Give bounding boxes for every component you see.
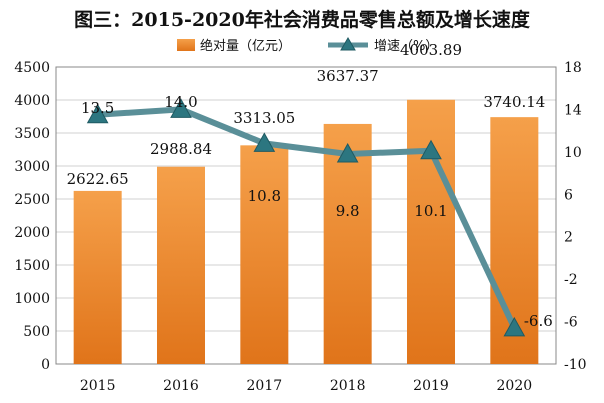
y-right-tick-label: -6 — [564, 315, 578, 331]
bar — [240, 145, 289, 364]
growth-marker — [253, 132, 276, 152]
growth-marker — [336, 142, 359, 163]
plot-area: 0 500 1000 1500 2000 2500 3000 3500 4000 4500 -10 -… — [14, 41, 586, 394]
legend: 绝对量（亿元） 增速（%） — [177, 37, 438, 54]
y-left-tick-label: 2500 — [14, 192, 50, 208]
bar-value-label: 2622.65 — [67, 170, 129, 188]
y-left-tick-label: 3500 — [14, 126, 50, 142]
bar — [323, 123, 372, 364]
growth-value-label: 9.8 — [336, 202, 360, 220]
y-left-tick-label: 500 — [23, 324, 50, 340]
bar — [407, 99, 455, 365]
legend-line-marker-icon — [340, 37, 356, 51]
bar — [157, 166, 205, 364]
bar — [73, 190, 122, 364]
growth-marker — [170, 98, 192, 118]
bar-value-label: 4003.89 — [400, 41, 462, 59]
y-left-tick-label: 0 — [41, 357, 50, 373]
x-tick-label: 2017 — [247, 378, 283, 394]
legend-bar-swatch — [177, 39, 195, 51]
growth-value-label: 10.1 — [414, 202, 447, 220]
plot-frame — [55, 66, 557, 365]
growth-line — [97, 106, 518, 330]
y-left-tick-label: 1000 — [14, 291, 50, 307]
bar-value-label: 3313.05 — [233, 109, 295, 127]
growth-marker — [503, 316, 526, 337]
y-right-tick-label: 2 — [564, 230, 573, 246]
y-right-tick-label: -2 — [564, 272, 578, 288]
x-tick-label: 2020 — [497, 378, 533, 394]
x-tick-label: 2019 — [413, 378, 449, 394]
x-tick-label: 2016 — [163, 378, 199, 394]
x-tick-label: 2015 — [80, 378, 116, 394]
y-left-tick-label: 2000 — [14, 225, 50, 241]
growth-value-label: 13.5 — [81, 99, 114, 117]
y-left-tick-label: 4000 — [14, 93, 50, 109]
growth-value-label: -6.6 — [524, 312, 553, 330]
x-tick-label: 2018 — [330, 378, 366, 394]
legend-line-label: 增速（%） — [374, 39, 438, 54]
y-right-tick-label: 18 — [564, 60, 582, 76]
bar-value-label: 3637.37 — [317, 67, 379, 85]
bar-value-label: 2988.84 — [150, 140, 212, 158]
growth-value-label: 14.0 — [164, 93, 197, 111]
chart-title: 图三：2015-2020年社会消费品零售总额及增长速度 — [74, 8, 531, 31]
y-left-tick-label: 1500 — [14, 258, 50, 274]
y-right-tick-label: -10 — [564, 357, 587, 373]
legend-bar-label: 绝对量（亿元） — [200, 38, 291, 54]
y-right-tick-label: 6 — [564, 187, 573, 203]
y-right-tick-label: 14 — [564, 102, 582, 118]
growth-marker — [86, 103, 109, 124]
bar-value-label: 3740.14 — [483, 93, 545, 111]
y-left-tick-label: 4500 — [14, 60, 50, 76]
y-right-tick-label: 10 — [564, 145, 582, 161]
y-left-tick-label: 3000 — [14, 159, 50, 175]
growth-value-label: 10.8 — [248, 187, 281, 205]
growth-marker — [420, 139, 442, 160]
